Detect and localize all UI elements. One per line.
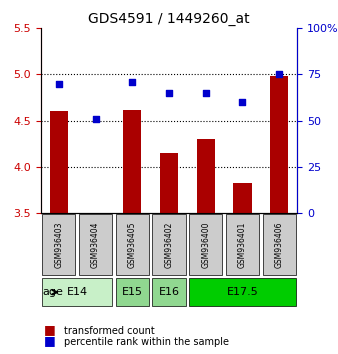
Text: E17.5: E17.5 — [226, 287, 258, 297]
FancyBboxPatch shape — [189, 214, 222, 275]
Text: ■: ■ — [44, 324, 56, 336]
Bar — [123, 110, 142, 213]
Bar — [50, 112, 68, 213]
FancyBboxPatch shape — [263, 214, 296, 275]
Bar — [233, 183, 251, 213]
Text: ■: ■ — [44, 334, 56, 347]
FancyBboxPatch shape — [152, 278, 186, 307]
Point — [203, 90, 209, 96]
Text: percentile rank within the sample: percentile rank within the sample — [64, 337, 229, 347]
Text: GSM936401: GSM936401 — [238, 222, 247, 268]
Text: GSM936406: GSM936406 — [274, 221, 284, 268]
Text: E14: E14 — [67, 287, 88, 297]
FancyBboxPatch shape — [189, 278, 296, 307]
Text: transformed count: transformed count — [64, 326, 155, 336]
FancyBboxPatch shape — [42, 214, 75, 275]
Bar — [160, 153, 178, 213]
Text: GSM936405: GSM936405 — [128, 221, 137, 268]
Text: GSM936404: GSM936404 — [91, 221, 100, 268]
Bar — [87, 213, 105, 218]
Text: age: age — [42, 287, 63, 297]
Point — [240, 99, 245, 105]
Point — [166, 90, 172, 96]
Text: E15: E15 — [122, 287, 143, 297]
FancyBboxPatch shape — [42, 278, 112, 307]
Text: E16: E16 — [159, 287, 179, 297]
Title: GDS4591 / 1449260_at: GDS4591 / 1449260_at — [88, 12, 250, 26]
FancyBboxPatch shape — [226, 214, 259, 275]
Point — [129, 79, 135, 85]
FancyBboxPatch shape — [79, 214, 112, 275]
Point — [93, 116, 98, 122]
Text: GSM936402: GSM936402 — [165, 222, 173, 268]
Text: GSM936403: GSM936403 — [54, 221, 64, 268]
FancyBboxPatch shape — [116, 278, 149, 307]
FancyBboxPatch shape — [152, 214, 186, 275]
Bar — [196, 139, 215, 213]
Bar — [270, 76, 288, 213]
FancyBboxPatch shape — [116, 214, 149, 275]
Point — [276, 72, 282, 77]
Point — [56, 81, 62, 87]
Text: GSM936400: GSM936400 — [201, 221, 210, 268]
